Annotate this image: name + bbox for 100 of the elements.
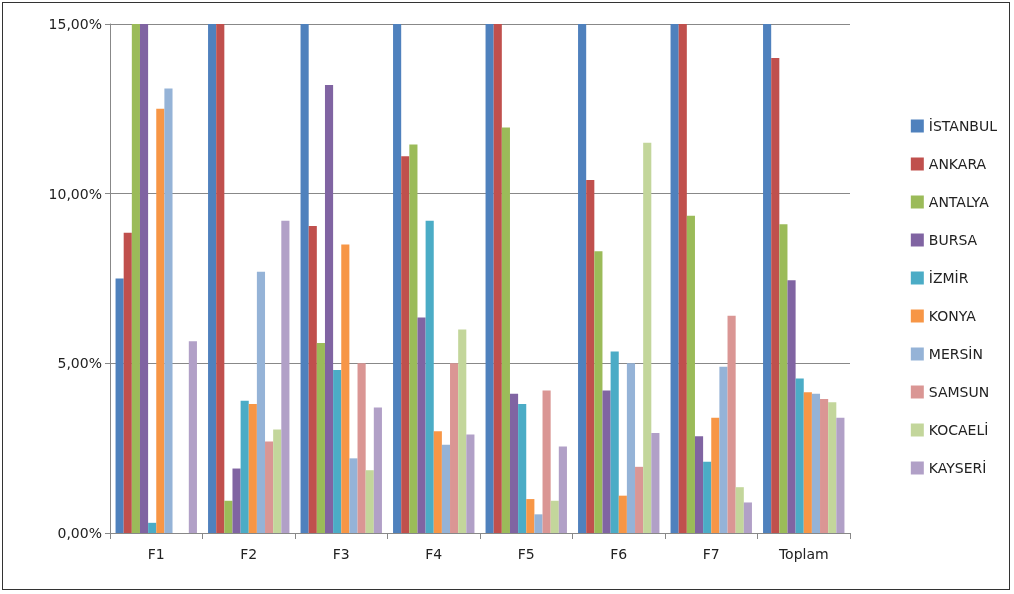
bar: [501, 127, 510, 533]
bar: [602, 390, 611, 533]
bar: [131, 24, 140, 533]
bar: [409, 144, 418, 533]
y-tick-label: 10,00%: [48, 185, 102, 202]
legend-label: KONYA: [928, 308, 977, 324]
legend-label: KAYSERİ: [928, 459, 987, 476]
legend-label: SAMSUN: [928, 384, 990, 400]
y-tick-label: 15,00%: [48, 16, 102, 32]
bar: [771, 57, 780, 533]
legend-label: İZMİR: [928, 269, 969, 286]
bar: [273, 429, 282, 533]
y-tick-label: 5,00%: [57, 355, 102, 372]
x-tick-label: F1: [147, 546, 165, 562]
bar: [828, 402, 837, 533]
bar: [703, 461, 712, 533]
x-tick-label: F5: [517, 546, 535, 562]
bar: [248, 404, 257, 533]
bar: [626, 363, 636, 533]
bar: [509, 393, 519, 533]
bar: [763, 24, 772, 533]
bar: [458, 329, 467, 533]
bar: [635, 466, 644, 533]
bar: [558, 446, 567, 533]
bar: [542, 390, 551, 533]
bar: [148, 522, 157, 533]
bar: [678, 24, 687, 533]
legend-label: ANKARA: [928, 156, 987, 172]
bar: [164, 88, 173, 533]
bar: [493, 24, 502, 533]
bar: [686, 215, 695, 533]
y-tick-label: 0,00%: [57, 525, 102, 541]
bar: [265, 441, 274, 533]
legend-label: ANTALYA: [928, 194, 990, 210]
bar: [281, 220, 290, 533]
bar: [115, 278, 124, 533]
bar: [643, 142, 652, 533]
bar: [224, 500, 233, 533]
bar: [256, 271, 266, 533]
x-tick-label: F6: [610, 546, 628, 562]
bar: [333, 370, 342, 533]
legend-label: İSTANBUL: [928, 117, 998, 134]
bar: [232, 468, 241, 533]
bar: [578, 24, 587, 533]
bar: [550, 500, 559, 533]
bar: [727, 315, 736, 533]
bar: [316, 342, 325, 533]
bar: [743, 502, 752, 533]
bar: [466, 434, 475, 533]
bar: [308, 225, 317, 533]
bar: [401, 156, 410, 533]
x-tick-label: F3: [332, 546, 350, 562]
bar: [123, 232, 132, 533]
bar: [373, 407, 382, 533]
bar: [795, 378, 804, 533]
bar: [216, 24, 225, 533]
bar: [735, 487, 744, 533]
bar: [341, 244, 350, 533]
bar: [610, 351, 619, 533]
bar: [586, 180, 595, 533]
bar: [349, 458, 358, 533]
legend-label: KOCAELİ: [928, 421, 989, 438]
bar: [518, 404, 527, 533]
x-tick-label: F2: [240, 546, 258, 562]
x-tick-label: F7: [702, 546, 720, 562]
bar: [139, 24, 149, 533]
bar: [787, 280, 796, 533]
bar: [836, 417, 845, 533]
bar: [779, 224, 788, 533]
bar: [820, 398, 829, 533]
bar: [393, 24, 402, 533]
bar: [441, 444, 451, 533]
bar: [711, 417, 720, 533]
bar: [433, 431, 442, 533]
bar: [534, 514, 543, 533]
bar: [485, 24, 494, 533]
bar: [651, 432, 660, 533]
legend-label: BURSA: [928, 232, 978, 248]
bar: [240, 400, 249, 533]
bar: [208, 24, 217, 533]
bar: [719, 366, 728, 533]
bar: [425, 220, 434, 533]
bar: [156, 108, 165, 533]
legend-label: MERSİN: [928, 345, 983, 362]
bar: [811, 393, 821, 533]
bar: [594, 251, 603, 533]
bar: [357, 363, 366, 533]
bar: [526, 499, 535, 533]
bar: [670, 24, 679, 533]
bar: [324, 85, 334, 533]
bar: [618, 495, 627, 533]
bar: [694, 436, 704, 533]
bar: [803, 392, 812, 533]
bar: [365, 470, 374, 533]
bar: [300, 24, 309, 533]
x-tick-label: Toplam: [777, 546, 829, 562]
x-tick-label: F4: [425, 546, 443, 562]
bar: [450, 363, 459, 533]
bar: [188, 341, 197, 533]
bar: [417, 317, 426, 533]
